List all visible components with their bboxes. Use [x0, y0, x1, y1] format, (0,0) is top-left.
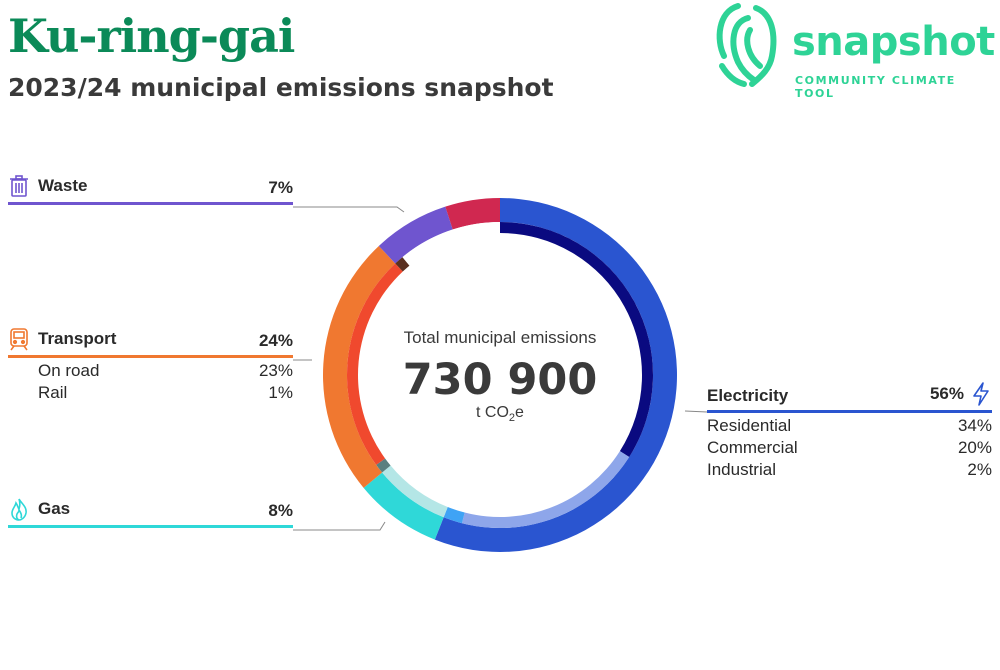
- transport-sub-rail: Rail 1%: [8, 383, 293, 402]
- category-transport: Transport 24% On road 23% Rail 1%: [8, 327, 293, 402]
- sub-pct: 23%: [258, 361, 293, 380]
- unit-prefix: t CO: [476, 404, 509, 421]
- fingerprint-logo-icon: [716, 3, 777, 87]
- inner-ring: [347, 222, 653, 528]
- inner-slice-on-road: [347, 263, 403, 465]
- unit-suffix: e: [515, 404, 524, 421]
- inner-slice-rail: [376, 458, 391, 473]
- sub-label: Rail: [38, 383, 68, 402]
- outer-ring: [323, 198, 677, 552]
- inner-slice-industrial: [443, 507, 465, 524]
- page-title: Ku-ring-gai: [8, 9, 295, 63]
- electricity-sub-industrial: Industrial 2%: [707, 460, 992, 479]
- total-emissions-value: 730 900: [402, 355, 598, 405]
- gas-pct: 8%: [268, 501, 293, 520]
- sub-pct: 2%: [967, 460, 992, 479]
- sub-label: On road: [38, 361, 100, 380]
- electricity-sub-residential: Residential 34%: [707, 416, 992, 435]
- inner-slice-unlabeled-6: [395, 257, 410, 272]
- inner-slice-commercial: [461, 451, 630, 528]
- sub-pct: 34%: [957, 416, 992, 435]
- total-emissions-unit: t CO2e: [380, 404, 620, 424]
- waste-label: Waste: [38, 176, 88, 195]
- logo-wordmark: snapshot: [792, 19, 995, 65]
- outer-slice-waste: [378, 206, 453, 264]
- sub-pct: 20%: [957, 438, 992, 457]
- outer-slice-unlabeled-4: [445, 198, 500, 230]
- transport-pct: 24%: [258, 331, 293, 350]
- leader-lines: [293, 206, 708, 531]
- waste-pct: 7%: [268, 178, 293, 197]
- electricity-leader-line: [684, 410, 708, 413]
- sub-label: Industrial: [707, 460, 776, 479]
- outer-slice-gas: [363, 472, 444, 540]
- inner-slice-unlabeled-7: [402, 222, 500, 266]
- lightning-icon: [973, 382, 989, 406]
- sub-pct: 1%: [268, 383, 293, 402]
- total-emissions-label: Total municipal emissions: [403, 328, 597, 347]
- trash-icon: [10, 175, 28, 197]
- unit-subscript: 2: [508, 412, 516, 425]
- waste-header: Waste 7%: [8, 174, 293, 205]
- electricity-sub-commercial: Commercial 20%: [707, 438, 992, 457]
- transport-header: Transport 24%: [8, 327, 293, 358]
- sub-label: Commercial: [707, 438, 798, 457]
- train-icon: [10, 328, 28, 351]
- gas-label: Gas: [38, 499, 71, 518]
- sub-label: Residential: [707, 416, 792, 435]
- inner-slice-unlabeled-3: [382, 465, 448, 518]
- category-gas: Gas 8%: [8, 497, 293, 528]
- electricity-label: Electricity: [707, 386, 789, 405]
- gas-header: Gas 8%: [8, 497, 293, 528]
- electricity-pct: 56%: [929, 384, 964, 403]
- waste-leader-line: [293, 206, 405, 213]
- electricity-header: Electricity 56%: [707, 382, 992, 413]
- category-waste: Waste 7%: [8, 174, 293, 205]
- transport-label: Transport: [38, 329, 117, 348]
- category-electricity: Electricity 56% Residential 34% Commerci…: [707, 382, 992, 479]
- transport-sub-on-road: On road 23%: [8, 361, 293, 380]
- page-subtitle: 2023/24 municipal emissions snapshot: [8, 73, 554, 102]
- outer-slice-transport: [323, 245, 396, 488]
- logo-tagline: COMMUNITY CLIMATE TOOL: [795, 74, 956, 100]
- inner-slice-residential: [500, 222, 653, 457]
- flame-icon: [11, 498, 27, 521]
- gas-leader-line: [293, 521, 386, 531]
